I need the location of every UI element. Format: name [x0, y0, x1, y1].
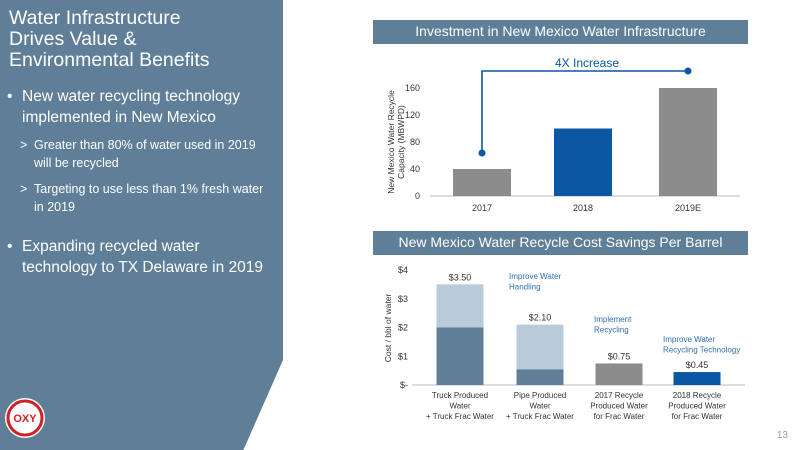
x-tick-label-line: Produced Water	[668, 402, 726, 411]
chart2-title: New Mexico Water Recycle Cost Savings Pe…	[373, 231, 748, 255]
y-tick-label: 160	[405, 83, 420, 93]
x-tick-label-line: for Frac Water	[594, 412, 645, 421]
bracket-end-dot	[684, 67, 692, 75]
data-label: $3.50	[449, 272, 472, 282]
x-tick-label: 2017	[472, 203, 492, 213]
x-tick-label-line: 2017 Recycle	[595, 391, 644, 400]
y-axis-title: New Mexico Water RecycleCapacity (MBWPD)	[386, 90, 406, 194]
x-tick-label-line: 2018 Recycle	[673, 391, 722, 400]
x-tick-label-line: Water	[449, 402, 470, 411]
bar-base-segment	[436, 327, 484, 385]
bar-upper-segment	[436, 284, 484, 328]
y-tick-label: 40	[410, 164, 420, 174]
sub-bullet-item: > Greater than 80% of water used in 2019…	[6, 136, 274, 172]
annotation: Improve Water Handling	[509, 272, 561, 292]
left-panel	[0, 0, 283, 450]
bar-base-segment	[595, 363, 643, 385]
y-tick-label: $1	[398, 351, 408, 361]
bullet-item: Expanding recycled water technology to T…	[6, 236, 274, 278]
data-label: $0.75	[608, 351, 631, 361]
annotation-line: Improve Water	[509, 272, 561, 281]
x-tick-label: 2018	[573, 203, 593, 213]
y-axis-title-line: New Mexico Water Recycle	[386, 90, 396, 194]
x-tick-label-line: + Truck Frac Water	[426, 412, 494, 421]
y-tick-label: 0	[415, 191, 420, 201]
x-tick-label-line: Water	[529, 402, 550, 411]
increase-bracket	[481, 70, 688, 153]
x-tick-label: 2017 Recycle Produced Water for Frac Water	[590, 391, 648, 421]
bar-base-segment	[673, 372, 721, 385]
y-tick-label: 80	[410, 137, 420, 147]
slide-title-line: Drives Value &	[9, 28, 137, 50]
increase-annotation: 4X Increase	[555, 56, 619, 70]
annotation-line: Handling	[509, 283, 541, 292]
annotation: Implement Recycling	[594, 315, 632, 335]
sub-bullet-text: Greater than 80% of water used in 2019 w…	[34, 138, 256, 170]
x-tick-label: 2019E	[675, 203, 701, 213]
slide-title-line: Water Infrastructure	[9, 7, 181, 29]
annotation: Improve Water Recycling Technology	[663, 335, 740, 355]
bar-2017	[453, 169, 511, 196]
bracket-start-dot	[478, 149, 486, 157]
sub-bullet-marker: >	[20, 182, 28, 196]
page-number: 13	[776, 430, 788, 441]
annotation-line: Improve Water	[663, 335, 715, 344]
y-axis-title: Cost / bbl of water	[383, 294, 393, 363]
sub-bullet-text: Targeting to use less than 1% fresh wate…	[34, 182, 264, 214]
x-tick-label-line: Truck Produced	[432, 391, 488, 400]
annotation-line: Implement	[594, 315, 632, 324]
annotation-line: Recycling Technology	[663, 346, 740, 355]
oxy-logo: OXY	[5, 398, 45, 438]
bar-2018	[554, 128, 612, 196]
bar-upper-segment	[516, 324, 564, 370]
slide-title-line: Environmental Benefits	[9, 49, 210, 71]
x-tick-label-line: for Frac Water	[672, 412, 723, 421]
chart1-title: Investment in New Mexico Water Infrastru…	[373, 20, 748, 44]
x-tick-label: Pipe Produced Water + Truck Frac Water	[506, 391, 574, 421]
logo-text: OXY	[13, 413, 37, 425]
sub-bullet-item: > Targeting to use less than 1% fresh wa…	[6, 180, 274, 216]
y-tick-label: $3	[398, 294, 408, 304]
y-axis-title-line: Capacity (MBWPD)	[396, 105, 406, 179]
slide-title: Water Infrastructure Drives Value & Envi…	[9, 8, 274, 71]
x-tick-label: Truck Produced Water + Truck Frac Water	[426, 391, 494, 421]
y-tick-label: $2	[398, 323, 408, 333]
bar-base-segment	[516, 369, 564, 385]
x-tick-label-line: Pipe Produced	[514, 391, 566, 400]
data-label: $0.45	[686, 360, 709, 370]
bullet-item: New water recycling technology implement…	[6, 86, 274, 128]
x-tick-label-line: Produced Water	[590, 402, 648, 411]
sub-bullet-marker: >	[20, 138, 28, 152]
y-tick-label: $-	[400, 380, 408, 390]
bullet-list: New water recycling technology implement…	[6, 86, 274, 278]
y-tick-label: 120	[405, 110, 420, 120]
bar-2019E	[659, 88, 717, 196]
x-tick-label-line: + Truck Frac Water	[506, 412, 574, 421]
data-label: $2.10	[529, 313, 552, 323]
annotation-line: Recycling	[594, 326, 629, 335]
x-tick-label: 2018 Recycle Produced Water for Frac Water	[668, 391, 726, 421]
y-tick-label: $4	[398, 265, 408, 275]
